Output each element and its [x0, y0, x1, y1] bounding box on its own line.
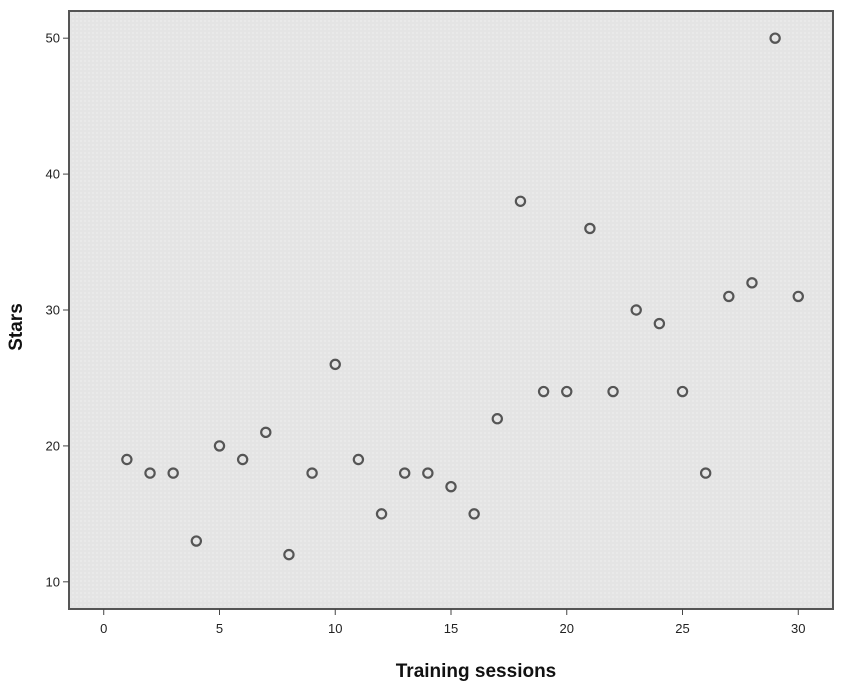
- x-tick-label: 0: [100, 621, 107, 636]
- data-point: [561, 385, 573, 398]
- data-point: [653, 317, 666, 330]
- data-point: [769, 32, 781, 44]
- data-point: [445, 480, 457, 493]
- x-axis-title: Training sessions: [396, 661, 557, 682]
- data-point: [792, 290, 804, 303]
- data-point: [144, 467, 156, 479]
- y-axis-ticks: 10 20 30 40 50: [46, 31, 69, 589]
- y-tick-label: 30: [46, 303, 60, 318]
- data-points: [121, 32, 804, 561]
- data-point: [283, 548, 295, 561]
- data-point: [537, 385, 550, 398]
- data-point: [121, 453, 133, 466]
- data-point: [676, 385, 689, 398]
- data-point: [190, 535, 203, 547]
- data-point: [723, 290, 735, 303]
- data-point: [746, 277, 758, 289]
- y-tick-label: 40: [46, 167, 60, 182]
- data-point: [491, 413, 504, 425]
- y-axis-title: Stars: [6, 303, 27, 351]
- data-point: [514, 195, 527, 207]
- data-point: [584, 222, 596, 235]
- x-axis-ticks: 0 5 10 15 20 25 30: [100, 609, 806, 636]
- data-point: [468, 508, 480, 520]
- data-point: [375, 508, 388, 520]
- y-tick-label: 50: [46, 31, 60, 46]
- data-point: [329, 358, 341, 371]
- x-tick-label: 20: [560, 621, 574, 636]
- data-point: [699, 467, 712, 479]
- data-point: [236, 453, 249, 466]
- x-tick-label: 30: [791, 621, 805, 636]
- x-tick-label: 5: [216, 621, 223, 636]
- data-point: [398, 467, 411, 479]
- y-tick-label: 20: [46, 438, 60, 453]
- data-point: [352, 453, 365, 466]
- x-tick-label: 10: [328, 621, 342, 636]
- data-point: [260, 426, 272, 439]
- data-point: [630, 304, 642, 316]
- plot-area: [68, 10, 834, 610]
- x-tick-label: 15: [444, 621, 458, 636]
- x-tick-label: 25: [675, 621, 689, 636]
- data-point: [306, 467, 318, 479]
- y-tick-label: 10: [46, 574, 60, 589]
- data-point: [167, 467, 179, 479]
- data-point: [422, 467, 434, 479]
- data-point: [213, 440, 226, 452]
- data-point: [607, 385, 619, 398]
